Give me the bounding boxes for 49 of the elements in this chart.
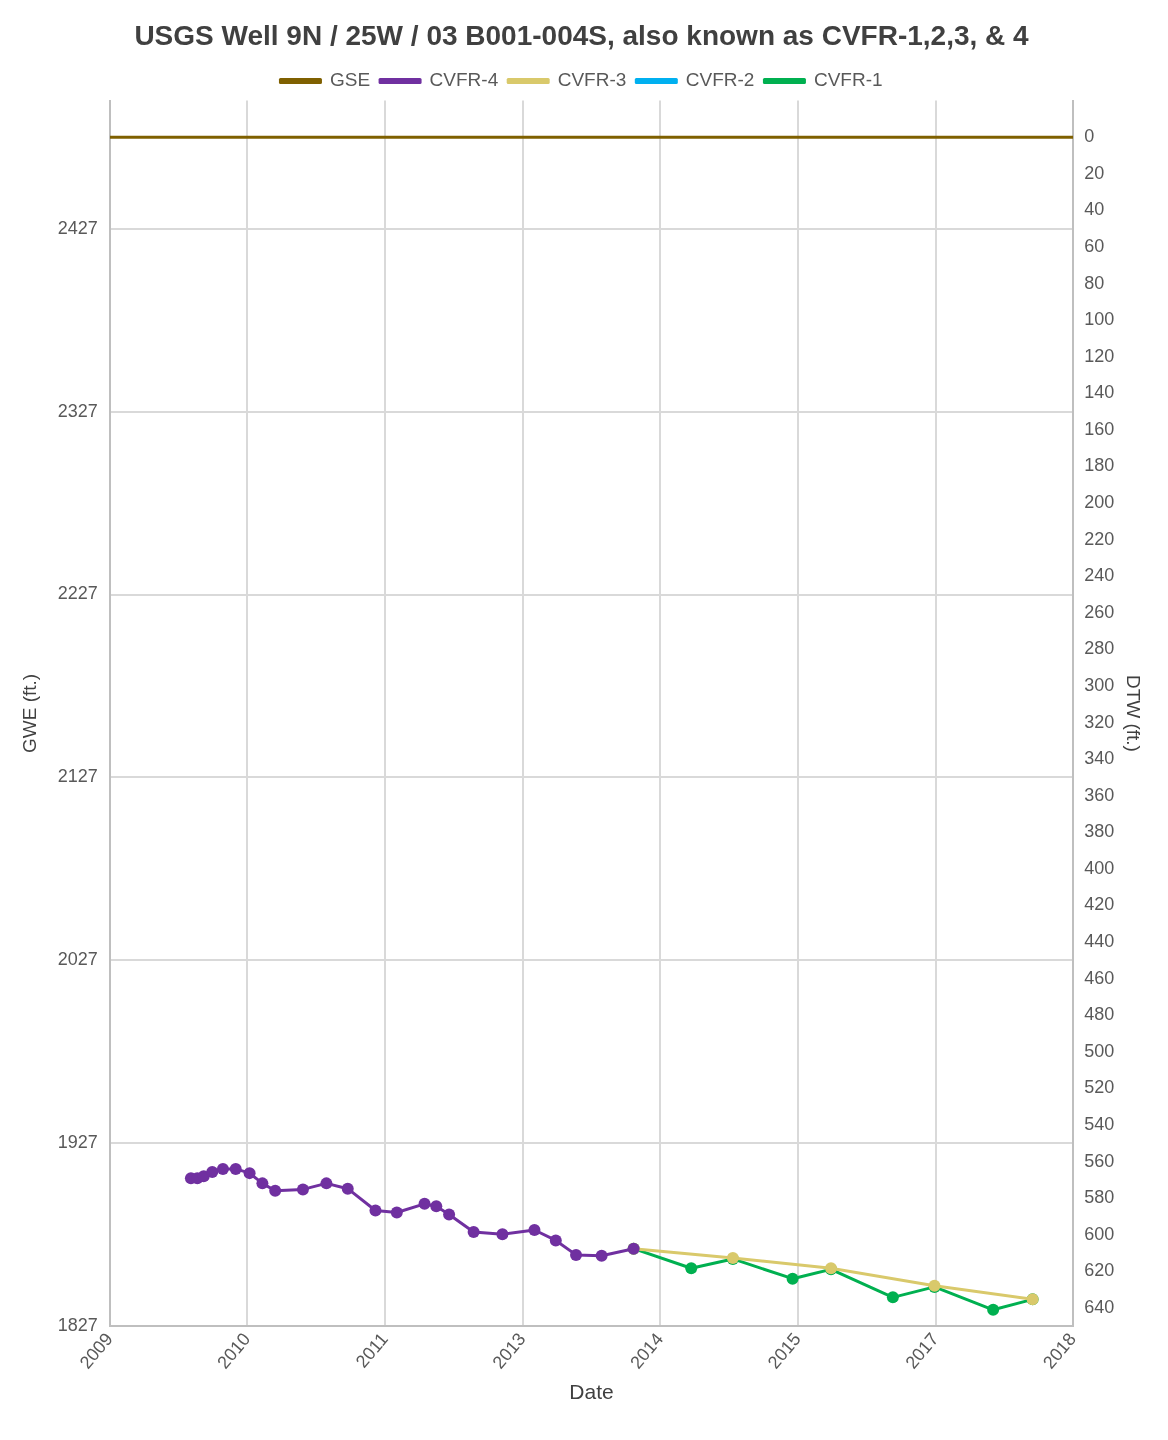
y-tick-label: 2227 [57, 583, 98, 604]
y2-tick-label: 540 [1084, 1113, 1115, 1134]
y2-tick-label: 600 [1084, 1223, 1115, 1244]
x-axis-title: Date [569, 1380, 614, 1404]
legend-label: CVFR-1 [813, 69, 883, 91]
legend-label: CVFR-2 [685, 69, 755, 91]
y2-tick-label: 620 [1084, 1260, 1115, 1281]
y2-tick-label: 460 [1084, 967, 1115, 988]
y2-tick-label: 580 [1084, 1187, 1115, 1208]
y-tick-label: 2427 [57, 217, 98, 238]
y2-tick-label: 120 [1084, 345, 1115, 366]
y-tick-label: 2027 [57, 949, 98, 970]
y2-tick-label: 220 [1084, 528, 1115, 549]
y2-tick-label: 400 [1084, 857, 1115, 878]
y2-tick-label: 420 [1084, 894, 1115, 915]
y2-tick-label: 640 [1084, 1296, 1115, 1317]
y-tick-label: 1827 [57, 1315, 98, 1336]
y2-tick-label: 40 [1084, 199, 1105, 220]
legend-label: CVFR-4 [429, 69, 499, 91]
y2-tick-label: 560 [1084, 1150, 1115, 1171]
y2-tick-label: 340 [1084, 748, 1115, 769]
y2-tick-label: 100 [1084, 309, 1115, 330]
y-tick-label: 1927 [57, 1132, 98, 1153]
y-tick-label: 2327 [57, 400, 98, 421]
y2-tick-label: 240 [1084, 565, 1115, 586]
y2-tick-label: 280 [1084, 638, 1115, 659]
y2-tick-label: 520 [1084, 1077, 1115, 1098]
y2-tick-label: 380 [1084, 821, 1115, 842]
chart-title: USGS Well 9N / 25W / 03 B001-004S, also known as CVFR-1,2,3, & 4 [134, 19, 1030, 51]
y2-axis-title: DTW (ft.) [1123, 674, 1145, 752]
y2-tick-label: 180 [1084, 455, 1115, 476]
y2-tick-label: 320 [1084, 711, 1115, 732]
y2-tick-label: 260 [1084, 601, 1115, 622]
y2-tick-label: 480 [1084, 1004, 1115, 1025]
y2-tick-label: 0 [1084, 126, 1095, 147]
y2-tick-label: 500 [1084, 1040, 1115, 1061]
y2-tick-label: 20 [1084, 162, 1105, 183]
y2-tick-label: 140 [1084, 382, 1115, 403]
y2-tick-label: 160 [1084, 418, 1115, 439]
y2-tick-label: 60 [1084, 235, 1105, 256]
legend-label: CVFR-3 [557, 69, 627, 91]
y2-tick-label: 80 [1084, 272, 1105, 293]
legend-label: GSE [329, 69, 371, 91]
y2-tick-label: 440 [1084, 931, 1115, 952]
y-axis-title: GWE (ft.) [18, 673, 40, 753]
y2-tick-label: 200 [1084, 492, 1115, 513]
y2-tick-label: 360 [1084, 784, 1115, 805]
y2-tick-label: 300 [1084, 674, 1115, 695]
y-tick-label: 2127 [57, 766, 98, 787]
